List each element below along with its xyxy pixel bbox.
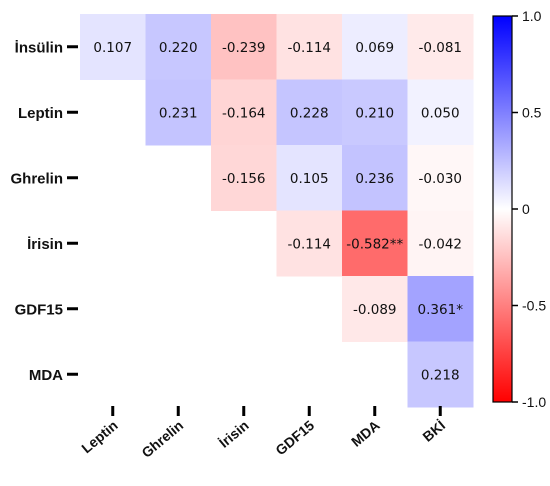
cell-value-label: 0.231 bbox=[159, 105, 198, 121]
row-label: İrisin bbox=[27, 236, 63, 253]
cell-value-label: -0.089 bbox=[353, 302, 397, 318]
cell-value-label: 0.050 bbox=[421, 105, 460, 121]
cell-value-label: 0.236 bbox=[355, 171, 394, 187]
heatmap-cells: 0.107 0.220 -0.239 -0.114 0.069 -0.081 0.231 -0… bbox=[80, 14, 474, 408]
heatmap-cell bbox=[407, 79, 474, 146]
heatmap-cell bbox=[276, 210, 343, 277]
cell-value-label: -0.030 bbox=[418, 171, 462, 187]
colorbar-tick-label: -0.5 bbox=[522, 298, 546, 314]
column-labels: Leptin Ghrelin İrisin GDF15 MDA BKİ bbox=[78, 406, 448, 461]
row-label: Ghrelin bbox=[10, 170, 63, 187]
heatmap-cell bbox=[145, 79, 212, 146]
heatmap-cell bbox=[276, 79, 343, 146]
cell-value-label: 0.105 bbox=[290, 171, 329, 187]
row-label: MDA bbox=[29, 367, 63, 384]
column-label: İrisin bbox=[216, 417, 252, 451]
cell-value-label: -0.582** bbox=[346, 236, 403, 252]
heatmap-cell bbox=[211, 14, 277, 80]
heatmap-cell bbox=[211, 145, 277, 211]
cell-value-label: 0.069 bbox=[355, 40, 394, 56]
colorbar-tick-label: 0.5 bbox=[522, 105, 542, 121]
column-label: Ghrelin bbox=[138, 417, 186, 461]
heatmap-cell bbox=[407, 145, 474, 211]
colorbar-gradient bbox=[492, 15, 513, 403]
cell-value-label: 0.218 bbox=[421, 367, 460, 383]
heatmap-cell bbox=[407, 14, 474, 80]
column-label: MDA bbox=[348, 417, 383, 450]
column-label: GDF15 bbox=[272, 417, 317, 458]
cell-value-label: -0.156 bbox=[222, 171, 266, 187]
heatmap-cell bbox=[342, 145, 408, 211]
heatmap-cell bbox=[276, 145, 343, 211]
heatmap-cell bbox=[342, 14, 408, 80]
cell-value-label: 0.220 bbox=[159, 40, 198, 56]
cell-value-label: -0.081 bbox=[418, 40, 462, 56]
heatmap-cell bbox=[342, 276, 408, 342]
heatmap-cell bbox=[211, 79, 277, 146]
row-label: İnsülin bbox=[15, 39, 63, 56]
heatmap-cell bbox=[407, 341, 474, 408]
column-label: Leptin bbox=[78, 417, 120, 456]
cell-value-label: -0.114 bbox=[287, 40, 331, 56]
heatmap-cell bbox=[276, 14, 343, 80]
cell-value-label: -0.239 bbox=[222, 40, 266, 56]
heatmap-cell bbox=[80, 14, 146, 80]
cell-value-label: 0.228 bbox=[290, 105, 329, 121]
row-labels: İnsülin Leptin Ghrelin İrisin GDF15 MDA bbox=[10, 39, 78, 384]
row-label: Leptin bbox=[18, 105, 63, 122]
cell-value-label: -0.114 bbox=[287, 236, 331, 252]
cell-value-label: 0.210 bbox=[355, 105, 394, 121]
heatmap-cell bbox=[342, 210, 408, 277]
column-label: BKİ bbox=[419, 417, 448, 445]
cell-value-label: 0.107 bbox=[93, 40, 132, 56]
cell-value-label: 0.361* bbox=[418, 302, 464, 318]
heatmap-cell bbox=[407, 210, 474, 277]
cell-value-label: -0.164 bbox=[222, 105, 266, 121]
colorbar-tick-label: -1.0 bbox=[522, 394, 546, 410]
cell-value-label: -0.042 bbox=[418, 236, 462, 252]
heatmap-cell bbox=[342, 79, 408, 146]
colorbar: 1.0 0.5 0 -0.5 -1.0 bbox=[492, 8, 546, 410]
heatmap-cell bbox=[407, 276, 474, 342]
colorbar-tick-label: 0 bbox=[522, 201, 530, 217]
heatmap-cell bbox=[145, 14, 212, 80]
colorbar-tick-label: 1.0 bbox=[522, 8, 542, 24]
row-label: GDF15 bbox=[15, 301, 63, 318]
